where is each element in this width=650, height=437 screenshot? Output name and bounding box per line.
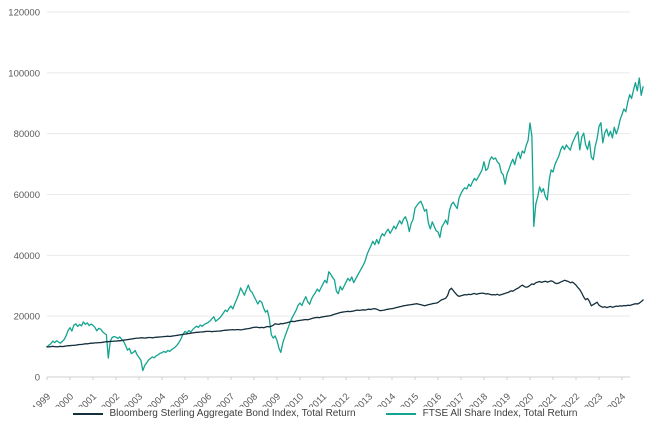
x-axis-year-label: 2008: [237, 391, 260, 407]
x-axis-year-label: 2023: [582, 391, 605, 407]
x-axis-year-label: 2024: [605, 391, 628, 407]
chart-legend: Bloomberg Sterling Aggregate Bond Index,…: [0, 408, 650, 419]
y-axis-tick-label: 20000: [14, 312, 40, 323]
x-axis-year-label: 2004: [145, 391, 168, 407]
x-axis-year-label: 1999: [30, 391, 53, 407]
legend-item-bond: Bloomberg Sterling Aggregate Bond Index,…: [72, 408, 356, 419]
y-axis-tick-label: 80000: [14, 129, 40, 140]
x-axis-year-label: 2003: [122, 391, 145, 407]
x-axis-year-label: 2016: [421, 391, 444, 407]
equity-legend-label: FTSE All Share Index, Total Return: [422, 408, 578, 419]
equity-line-swatch: [385, 412, 416, 415]
x-axis-year-label: 2000: [53, 391, 76, 407]
x-axis-year-label: 2020: [513, 391, 536, 407]
x-axis-year-label: 2018: [467, 391, 490, 407]
equity-index-line: [46, 77, 644, 372]
x-axis-year-label: 2022: [559, 391, 582, 407]
x-axis-year-label: 2013: [352, 391, 375, 407]
legend-item-equity: FTSE All Share Index, Total Return: [385, 408, 578, 419]
y-axis-tick-label: 0: [35, 373, 40, 384]
line-chart: 0 20000 40000 60000 80000 100000 120000 1999 200…: [8, 8, 644, 414]
x-axis-year-label: 2005: [168, 391, 191, 407]
x-axis-year-label: 2014: [375, 391, 398, 407]
x-axis-year-label: 2019: [490, 391, 513, 407]
y-axis-tick-label: 40000: [14, 251, 40, 262]
y-axis-tick-label: 60000: [14, 190, 40, 201]
y-axis-tick-label: 120000: [8, 8, 40, 19]
x-axis-year-label: 2017: [444, 391, 467, 407]
bond-legend-label: Bloomberg Sterling Aggregate Bond Index,…: [109, 408, 356, 419]
y-axis-tick-label: 100000: [8, 68, 40, 79]
x-axis-year-label: 2011: [307, 391, 329, 407]
x-axis-year-label: 2009: [260, 391, 283, 407]
x-axis-year-label: 2010: [283, 391, 306, 407]
x-axis-year-label: 2007: [214, 391, 237, 407]
x-axis-year-label: 2012: [329, 391, 352, 407]
x-axis-year-label: 2021: [536, 391, 559, 407]
x-axis-year-label: 2001: [76, 391, 99, 407]
x-axis-year-label: 2006: [191, 391, 214, 407]
bond-index-line: [46, 279, 644, 348]
x-axis-year-label: 2015: [398, 391, 421, 407]
bond-line-swatch: [72, 412, 103, 415]
x-axis-year-label: 2002: [99, 391, 122, 407]
